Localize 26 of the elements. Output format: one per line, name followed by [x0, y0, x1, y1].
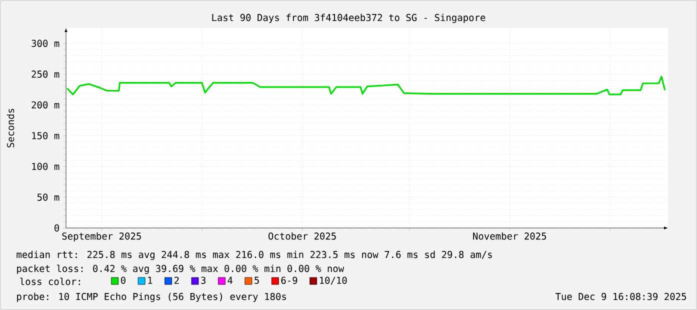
text: probe: 10 ICMP Echo Pings (56 Bytes) every 180s — [17, 292, 286, 302]
x-tick-label: September 2025 — [62, 232, 141, 242]
legend-label: 2 — [174, 276, 179, 284]
legend-label: 3 — [201, 276, 206, 284]
x-tick-label: November 2025 — [473, 232, 546, 240]
text: median rtt: 225.8 ms avg 244.8 ms max 216.0 ms min 223.5 ms now 7.6 ms sd 29.8 am/s — [16, 250, 492, 260]
y-tick-label: 200 m — [32, 101, 60, 109]
y-tick-label: 300 m — [32, 40, 60, 47]
legend-label: 5 — [254, 276, 259, 284]
text: packet loss: 0.42 % avg 39.69 % max 0.00 % min 0.00 % now — [17, 264, 344, 274]
y-tick-label: 250 m — [32, 70, 60, 78]
legend-label: 10/10 — [320, 276, 347, 285]
legend-label: 0 — [120, 276, 126, 284]
y-axis-title: Seconds — [6, 108, 14, 148]
y-tick-label: 150 m — [32, 132, 60, 140]
legend-label: 1 — [148, 276, 152, 284]
legend-title: loss color: — [20, 278, 80, 286]
y-tick-label: 50 m — [37, 194, 60, 201]
y-tick-label: 0 — [54, 224, 60, 232]
y-tick-label: 100 m — [32, 162, 60, 170]
legend-label: 6-9 — [281, 276, 298, 284]
line-series — [66, 76, 666, 96]
legend-label: 4 — [228, 276, 232, 284]
chart-title: Last 90 Days from 3f4104eeb372 to SG - Singapore — [212, 14, 486, 24]
x-tick-label: October 2025 — [268, 232, 336, 240]
text: Tue Dec 9 16:08:39 2025 — [555, 292, 686, 300]
